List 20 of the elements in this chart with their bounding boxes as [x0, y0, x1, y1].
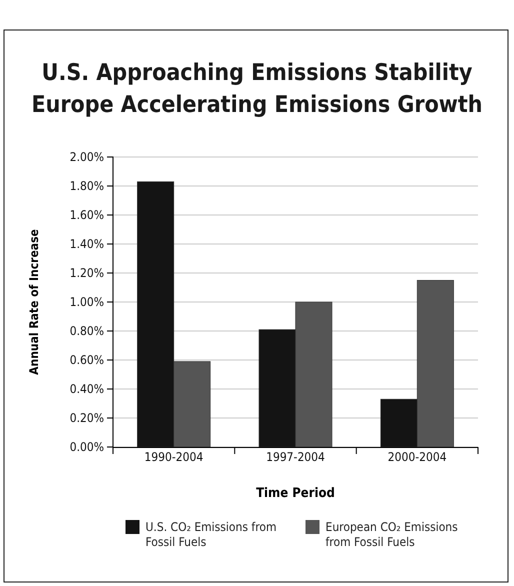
- x-tick-label: 2000-2004: [388, 450, 447, 464]
- legend-label: U.S. CO₂ Emissions from Fossil Fuels: [146, 520, 277, 549]
- y-tick-label: 0.80%: [70, 324, 104, 338]
- y-tick-label: 2.00%: [70, 150, 104, 164]
- x-axis-title: Time Period: [256, 486, 335, 501]
- y-tick-label: 1.40%: [70, 236, 104, 251]
- y-tick-label: 1.60%: [70, 208, 104, 222]
- chart-title: U.S. Approaching Emissions Stability: [42, 60, 473, 86]
- x-tick-label: 1997-2004: [266, 450, 326, 464]
- chart-subtitle: Europe Accelerating Emissions Growth: [31, 92, 483, 118]
- x-tick-label: 1990-2004: [144, 450, 204, 464]
- y-tick-label: 0.60%: [70, 352, 104, 367]
- y-tick-label: 1.20%: [70, 266, 104, 280]
- y-tick-label: 0.40%: [70, 382, 104, 396]
- y-tick-label: 1.00%: [70, 294, 104, 309]
- y-tick-label: 1.80%: [70, 178, 104, 193]
- y-axis-title: Annual Rate of Increase: [27, 229, 41, 375]
- y-tick-label: 0.20%: [70, 410, 104, 425]
- legend-label: European CO₂ Emissions from Fossil Fuels: [326, 520, 458, 549]
- y-tick-label: 0.00%: [70, 440, 104, 454]
